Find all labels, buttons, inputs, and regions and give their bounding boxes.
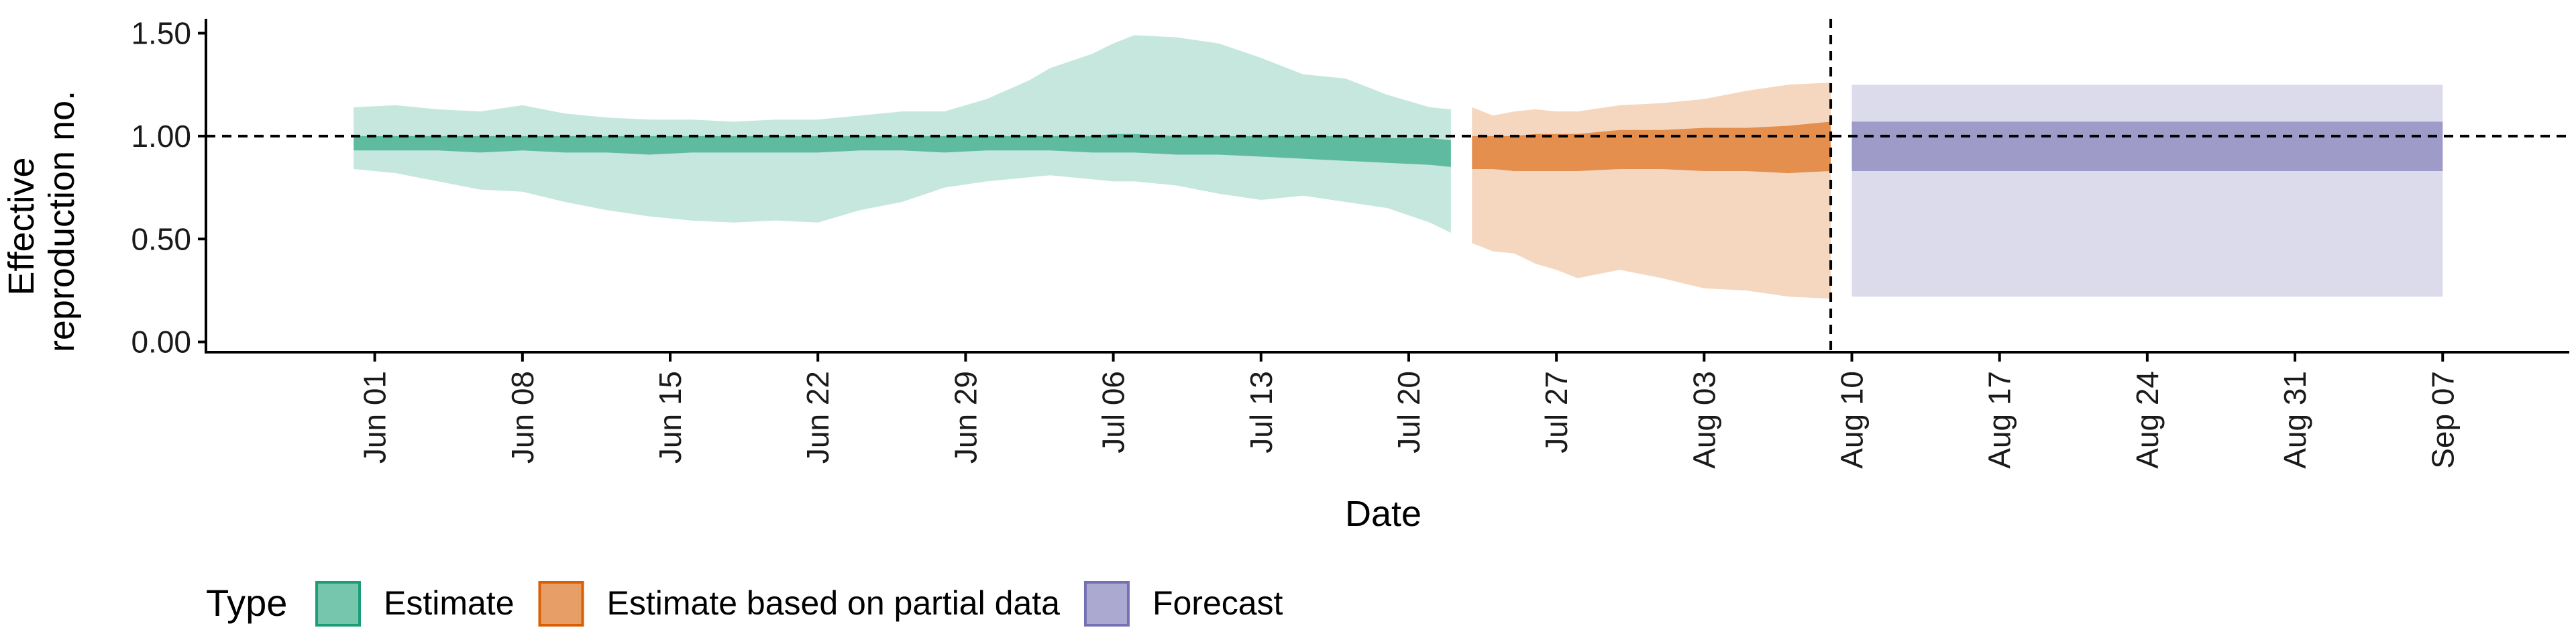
legend-title: Type (206, 582, 287, 624)
x-tick-label: Jul 13 (1244, 371, 1279, 453)
x-tick-label: Jun 22 (800, 371, 835, 464)
bands-layer (354, 35, 2443, 299)
legend-entry-label: Forecast (1152, 584, 1283, 622)
x-tick-label: Jul 06 (1096, 371, 1131, 453)
x-tick-label: Sep 07 (2425, 371, 2460, 469)
y-axis-title-line-2: reproduction no. (42, 91, 82, 352)
legend-swatch (315, 581, 361, 627)
series-estimate-outer-band (354, 35, 1451, 233)
series-forecast-inner-band (1851, 121, 2443, 171)
x-tick-label: Jun 01 (358, 371, 392, 464)
legend-entry-label: Estimate (384, 584, 515, 622)
x-tick-label: Aug 10 (1835, 371, 1870, 469)
y-tick-label: 1.50 (131, 15, 191, 50)
x-tick-label: Aug 31 (2277, 371, 2312, 469)
y-tick-label: 1.00 (131, 119, 191, 154)
series-forecast-outer-band (1851, 85, 2443, 297)
axes-layer: 0.00 0.50 1.00 1.50 Jun 01 Jun 08 Jun 15 Jun 22… (131, 15, 2569, 469)
x-tick-label: Jun 08 (505, 371, 540, 464)
x-tick-label: Aug 17 (1982, 371, 2017, 469)
axis-labels-layer: Date Effective reproduction no. (1, 91, 1421, 534)
series-estimate-based-on-partial-data-outer-band (1472, 83, 1831, 299)
y-tick-label: 0.00 (131, 325, 191, 360)
x-tick-label: Jul 20 (1391, 371, 1426, 453)
x-tick-label: Jun 29 (948, 371, 983, 464)
x-tick-label: Aug 24 (2130, 371, 2165, 469)
x-tick-label: Jun 15 (653, 371, 688, 464)
y-axis-title: Effective reproduction no. (1, 91, 82, 352)
series-estimate-based-on-partial-data-inner-band (1472, 121, 1831, 174)
x-axis-title: Date (1345, 494, 1421, 534)
legend-entry-label: Estimate based on partial data (607, 584, 1061, 622)
x-tick-label: Jul 27 (1539, 371, 1574, 453)
y-tick-label: 0.50 (131, 221, 191, 256)
x-tick-label: Aug 03 (1686, 371, 1721, 469)
legend-swatch (538, 581, 584, 627)
reference-lines-layer (206, 19, 2569, 352)
legend: Type Estimate Estimate based on partial da… (206, 581, 1283, 627)
series-estimate-inner-band (354, 133, 1451, 167)
legend-swatch (1083, 581, 1130, 627)
y-axis-title-line-1: Effective (1, 157, 42, 295)
